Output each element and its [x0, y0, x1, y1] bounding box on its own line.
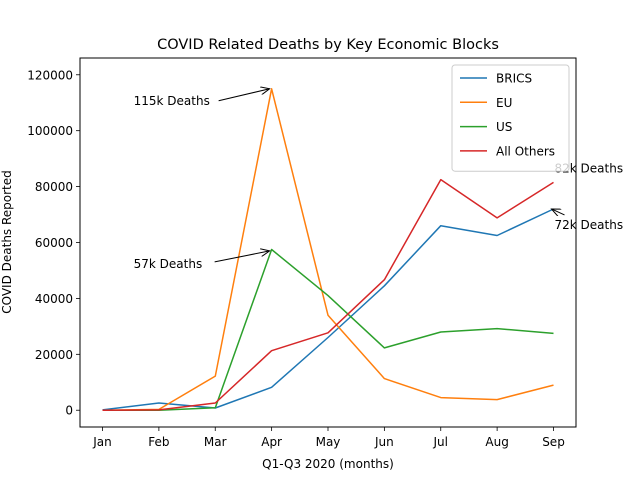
- x-tick-label: Mar: [204, 435, 227, 449]
- y-tick-label: 40000: [35, 292, 73, 306]
- chart-title: COVID Related Deaths by Key Economic Blo…: [157, 37, 499, 53]
- legend-box: [451, 64, 570, 172]
- legend-label: All Others: [496, 144, 555, 158]
- series-line-us: [102, 248, 554, 411]
- annotation-label: 57k Deaths: [134, 257, 203, 271]
- plot-area: [102, 88, 554, 411]
- legend-label: BRICS: [496, 72, 532, 86]
- series-line-brics: [102, 208, 554, 411]
- annotations: 115k Deaths 57k Deaths 82k Deaths 72k Death…: [134, 89, 623, 271]
- annotation-arrow: [552, 209, 565, 215]
- annotation-label: 72k Deaths: [555, 218, 624, 232]
- y-tick-label: 120000: [27, 68, 73, 82]
- x-tick-label: Jan: [92, 435, 112, 449]
- y-axis-label: COVID Deaths Reported: [0, 170, 14, 314]
- y-tick-label: 100000: [27, 124, 73, 138]
- y-tick-label: 60000: [35, 236, 73, 250]
- legend-label: EU: [496, 96, 512, 110]
- legend-label: US: [496, 120, 512, 134]
- x-tick-label: Feb: [148, 435, 169, 449]
- x-tick-label: Jul: [433, 435, 448, 449]
- x-tick-label: May: [316, 435, 341, 449]
- x-tick-label: Jun: [374, 435, 394, 449]
- x-axis-label: Q1-Q3 2020 (months): [262, 457, 394, 471]
- series-line-eu: [102, 88, 554, 411]
- x-axis: Jan Feb Mar Apr May Jun Jul Aug Sep: [92, 427, 565, 449]
- series-line-all-others: [102, 178, 554, 411]
- x-tick-label: Sep: [542, 435, 565, 449]
- y-axis: 0 20000 40000 60000 80000 100000 120000: [27, 68, 80, 418]
- y-tick-label: 0: [65, 404, 73, 418]
- annotation-arrow: [214, 251, 270, 263]
- y-tick-label: 20000: [35, 348, 73, 362]
- annotation-label: 82k Deaths: [555, 161, 624, 175]
- x-tick-label: Apr: [261, 435, 282, 449]
- annotation-label: 115k Deaths: [134, 94, 210, 108]
- annotation-arrow: [218, 89, 270, 102]
- y-tick-label: 80000: [35, 180, 73, 194]
- x-tick-label: Aug: [485, 435, 508, 449]
- legend: BRICS EU US All Others: [451, 64, 570, 172]
